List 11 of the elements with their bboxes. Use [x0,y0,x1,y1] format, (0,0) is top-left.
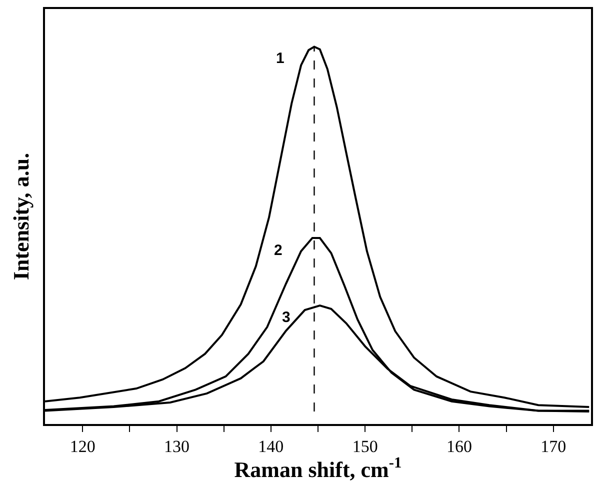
x-tick-label: 130 [164,437,190,456]
x-tick-label: 120 [70,437,96,456]
series-label: 1 [276,50,284,67]
x-tick-label: 170 [540,437,566,456]
y-axis-title: Intensity, a.u. [8,152,34,280]
x-tick-label: 160 [446,437,472,456]
series-label: 2 [274,242,282,259]
x-axis-title: Raman shift, cm$^{-1}$ [234,454,402,482]
x-tick-label: 150 [352,437,378,456]
x-tick-label: 140 [258,437,284,456]
series-label: 3 [282,309,290,326]
